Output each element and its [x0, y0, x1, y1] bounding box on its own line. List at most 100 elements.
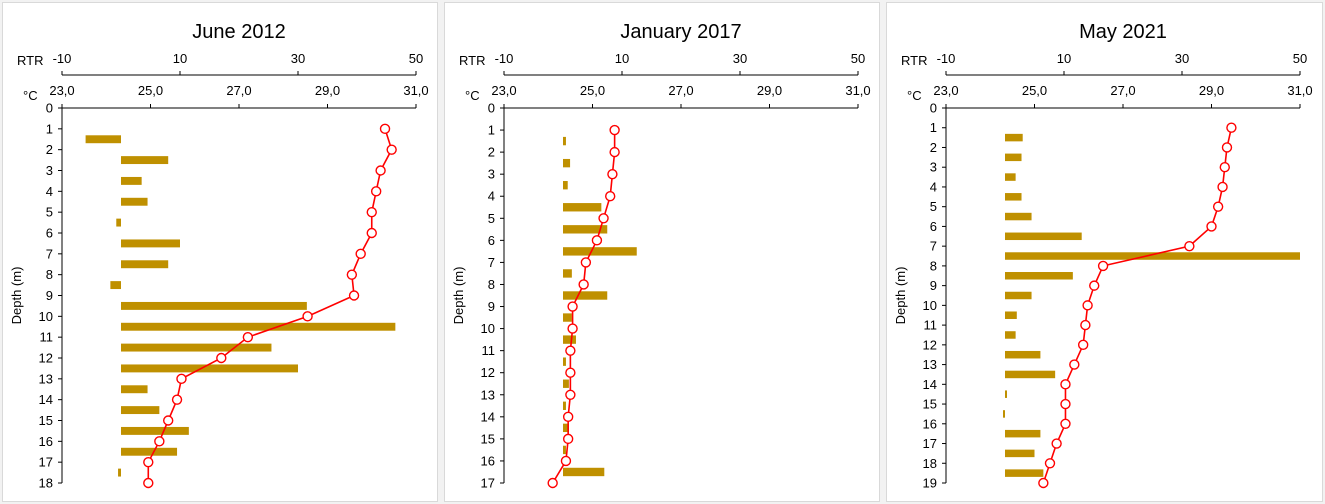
rtr-tick-label: 50 [851, 51, 865, 66]
temperature-point [1226, 122, 1237, 133]
temperature-line [1042, 127, 1233, 484]
depth-tick-label: 16 [39, 434, 53, 449]
temp-tick-label: 27,0 [668, 83, 693, 98]
rtr-bar [1005, 272, 1073, 280]
depth-tick-label: 14 [923, 377, 937, 392]
temperature-point [143, 477, 154, 489]
temperature-point [1217, 181, 1228, 193]
rtr-bar [121, 197, 148, 206]
depth-tick-label: 2 [488, 145, 495, 160]
rtr-bar [1003, 410, 1005, 418]
depth-tick-label: 1 [46, 121, 53, 136]
depth-tick-label: 0 [46, 101, 53, 116]
temperature-point [216, 352, 227, 364]
chart-panel-june-2012: June 2012 RTR -10 10 30 50 °C 23,0 25,0 27,0 29,0 3… [2, 2, 438, 502]
temperature-point [171, 394, 183, 405]
temperature-line [551, 130, 616, 484]
temperature-point [143, 456, 154, 468]
temperature-point [162, 415, 174, 426]
temperature-point [1219, 162, 1230, 173]
temperature-point [547, 477, 558, 489]
temperature-point [379, 123, 391, 135]
temp-tick-label: 23,0 [491, 83, 516, 98]
depth-tick-label: 14 [39, 392, 53, 407]
temperature-point [1069, 359, 1080, 370]
depth-tick-label: 10 [923, 298, 937, 313]
rtr-bar [563, 291, 608, 300]
rtr-bar [121, 385, 148, 394]
chart-panel-january-2017: January 2017 RTR -10 10 30 50 °C 23,0 25,0 27,0 29… [444, 2, 880, 502]
depth-tick-label: 10 [481, 321, 495, 336]
temperature-point [604, 191, 616, 202]
chart-title: June 2012 [192, 21, 285, 43]
rtr-bar [1005, 469, 1044, 477]
rtr-tick-label: 50 [409, 51, 423, 66]
rtr-bar [121, 406, 160, 415]
rtr-bar [563, 225, 608, 234]
depth-tick-label: 3 [930, 160, 937, 175]
depth-tick-label: 17 [39, 455, 53, 470]
temperature-point [565, 345, 576, 356]
temperature-point [386, 144, 397, 155]
depth-tick-label: 7 [46, 246, 53, 261]
temperature-point [242, 331, 254, 343]
depth-tick-label: 18 [39, 476, 53, 491]
rtr-tick-label: -10 [53, 51, 72, 66]
rtr-tick-label: -10 [937, 51, 956, 66]
temperature-point [1060, 379, 1071, 390]
rtr-bar [121, 343, 272, 352]
rtr-tick-label: 30 [291, 51, 305, 66]
chart-title: January 2017 [620, 21, 741, 43]
rtr-bar [1005, 331, 1016, 339]
rtr-bar [563, 181, 568, 190]
depth-tick-label: 17 [481, 476, 495, 491]
rtr-bar [563, 136, 566, 146]
temperature-point [580, 257, 592, 268]
rtr-bar [563, 247, 637, 256]
rtr-bar [563, 335, 576, 344]
depth-tick-label: 10 [39, 309, 53, 324]
rtr-bar [1005, 193, 1022, 201]
rtr-bar [563, 423, 569, 433]
depth-tick-label: 16 [923, 416, 937, 431]
temperature-point [1206, 221, 1217, 232]
rtr-tick-label: 50 [1293, 51, 1307, 66]
temperature-point [302, 311, 313, 322]
rtr-bar [563, 401, 566, 410]
depth-tick-label: 6 [930, 219, 937, 234]
rtr-bar [1005, 429, 1041, 438]
temperature-point [1051, 438, 1062, 449]
temperature-point [366, 227, 377, 239]
temperature-point [1060, 418, 1071, 429]
rtr-bar [121, 260, 169, 269]
temperature-point [355, 248, 366, 260]
rtr-tick-label: 10 [1057, 51, 1071, 66]
rtr-bar [563, 203, 602, 212]
rtr-bar [563, 269, 572, 278]
depth-tick-label: 2 [46, 142, 53, 157]
temperature-point [560, 455, 572, 467]
temperature-point [346, 269, 358, 280]
depth-tick-label: 9 [930, 278, 937, 293]
depth-tick-label: 7 [488, 255, 495, 270]
depth-tick-label: 19 [923, 476, 937, 491]
depth-axis-label: Depth (m) [451, 267, 466, 325]
rtr-bar [116, 218, 121, 227]
temp-tick-label: 25,0 [580, 83, 605, 98]
rtr-bar [563, 467, 605, 477]
rtr-axis-label: RTR [459, 53, 485, 68]
temperature-point [1082, 300, 1093, 311]
depth-tick-label: 13 [923, 357, 937, 372]
temperature-point [375, 165, 386, 176]
rtr-bar [1005, 370, 1056, 379]
depth-tick-label: 15 [39, 413, 53, 428]
temp-tick-label: 31,0 [845, 83, 870, 98]
temp-tick-label: 27,0 [1110, 83, 1135, 98]
depth-tick-label: 1 [930, 120, 937, 135]
depth-tick-label: 9 [46, 288, 53, 303]
depth-tick-label: 8 [46, 267, 53, 282]
rtr-tick-label: 30 [1175, 51, 1189, 66]
depth-tick-label: 17 [923, 436, 937, 451]
